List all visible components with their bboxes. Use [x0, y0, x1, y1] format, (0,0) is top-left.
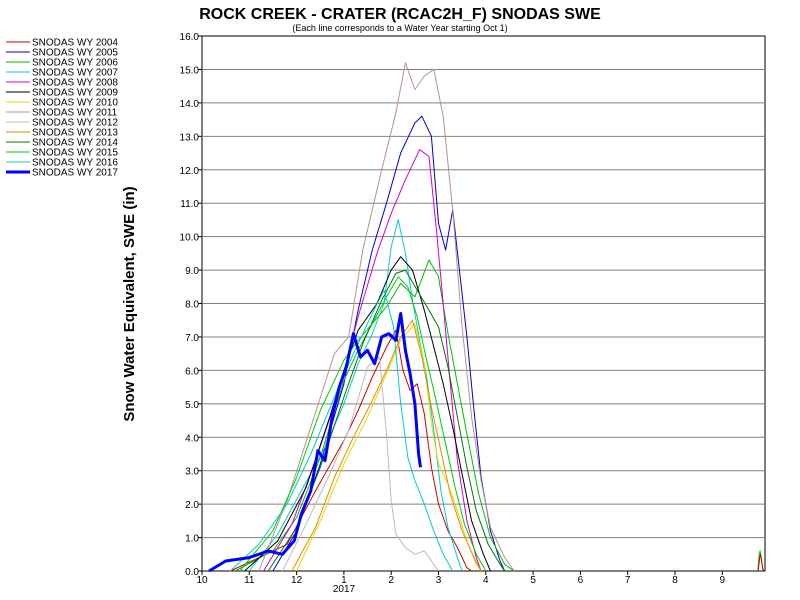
y-tick-label: 5.0 [185, 400, 199, 411]
y-tick-label: 0.0 [185, 567, 199, 578]
legend-label: SNODAS WY 2015 [32, 148, 118, 159]
legend-label: SNODAS WY 2017 [32, 168, 118, 179]
x-tick-label: 2 [388, 575, 394, 586]
x-tick-label: 3 [436, 575, 442, 586]
y-tick-label: 15.0 [180, 65, 200, 76]
x-tick-label: 6 [578, 575, 584, 586]
series-line [248, 219, 463, 572]
series-line [267, 269, 506, 572]
y-tick-label: 1.0 [185, 534, 199, 545]
series-line [258, 62, 515, 572]
y-tick-label: 14.0 [180, 99, 200, 110]
y-tick-label: 3.0 [185, 467, 199, 478]
legend-label: SNODAS WY 2011 [32, 108, 118, 119]
x-tick-label: 8 [672, 575, 678, 586]
legend-label: SNODAS WY 2007 [32, 68, 118, 79]
legend-label: SNODAS WY 2014 [32, 138, 118, 149]
series-line [244, 256, 491, 572]
y-axis: 0.0 1.0 2.0 3.0 4.0 5.0 6.0 7.0 8.0 9.0 10.0 11.0 12… [180, 32, 202, 578]
y-tick-label: 9.0 [185, 266, 199, 277]
legend-label: SNODAS WY 2012 [32, 118, 118, 129]
legend-label: SNODAS WY 2013 [32, 128, 118, 139]
series-line [291, 319, 482, 572]
x-tick-label: 12 [291, 575, 303, 586]
y-tick-label: 7.0 [185, 333, 199, 344]
x-axis-year-label: 2017 [333, 584, 356, 595]
legend-label: SNODAS WY 2010 [32, 98, 118, 109]
series-line [263, 149, 482, 572]
series-line [230, 289, 454, 572]
legend-label: SNODAS WY 2006 [32, 58, 118, 69]
legend-label: SNODAS WY 2008 [32, 78, 118, 89]
x-tick-label: 9 [720, 575, 726, 586]
y-tick-label: 4.0 [185, 433, 199, 444]
y-axis-label: Snow Water Equivalent, SWE (in) [121, 186, 138, 421]
x-tick-label: 7 [625, 575, 631, 586]
x-tick-label: 1 [341, 575, 347, 586]
legend-label: SNODAS WY 2005 [32, 48, 118, 59]
y-tick-label: 13.0 [180, 132, 200, 143]
x-tick-label: 10 [196, 575, 208, 586]
y-tick-label: 6.0 [185, 366, 199, 377]
y-tick-label: 12.0 [180, 166, 200, 177]
chart-subtitle: (Each line corresponds to a Water Year s… [292, 23, 507, 33]
x-tick-label: 11 [244, 575, 255, 586]
x-tick-label: 4 [483, 575, 489, 586]
series-line [296, 323, 482, 572]
legend-label: SNODAS WY 2009 [32, 88, 118, 99]
x-tick-label: 5 [530, 575, 536, 586]
series-lines [208, 62, 764, 573]
y-tick-label: 10.0 [180, 233, 200, 244]
legend-label: SNODAS WY 2016 [32, 158, 118, 169]
chart-title: ROCK CREEK - CRATER (RCAC2H_F) SNODAS SW… [199, 6, 601, 23]
y-tick-label: 2.0 [185, 500, 199, 511]
series-line [234, 259, 515, 572]
x-axis: 10 11 12 1 2 3 4 5 6 7 8 9 [196, 571, 726, 586]
y-tick-label: 8.0 [185, 300, 199, 311]
series-line [281, 356, 439, 572]
series-line [208, 312, 422, 573]
y-tick-label: 16.0 [180, 32, 200, 43]
series-line [757, 553, 764, 572]
legend-label: SNODAS WY 2004 [32, 38, 118, 49]
series-line [239, 276, 487, 572]
y-tick-label: 11.0 [180, 199, 199, 210]
